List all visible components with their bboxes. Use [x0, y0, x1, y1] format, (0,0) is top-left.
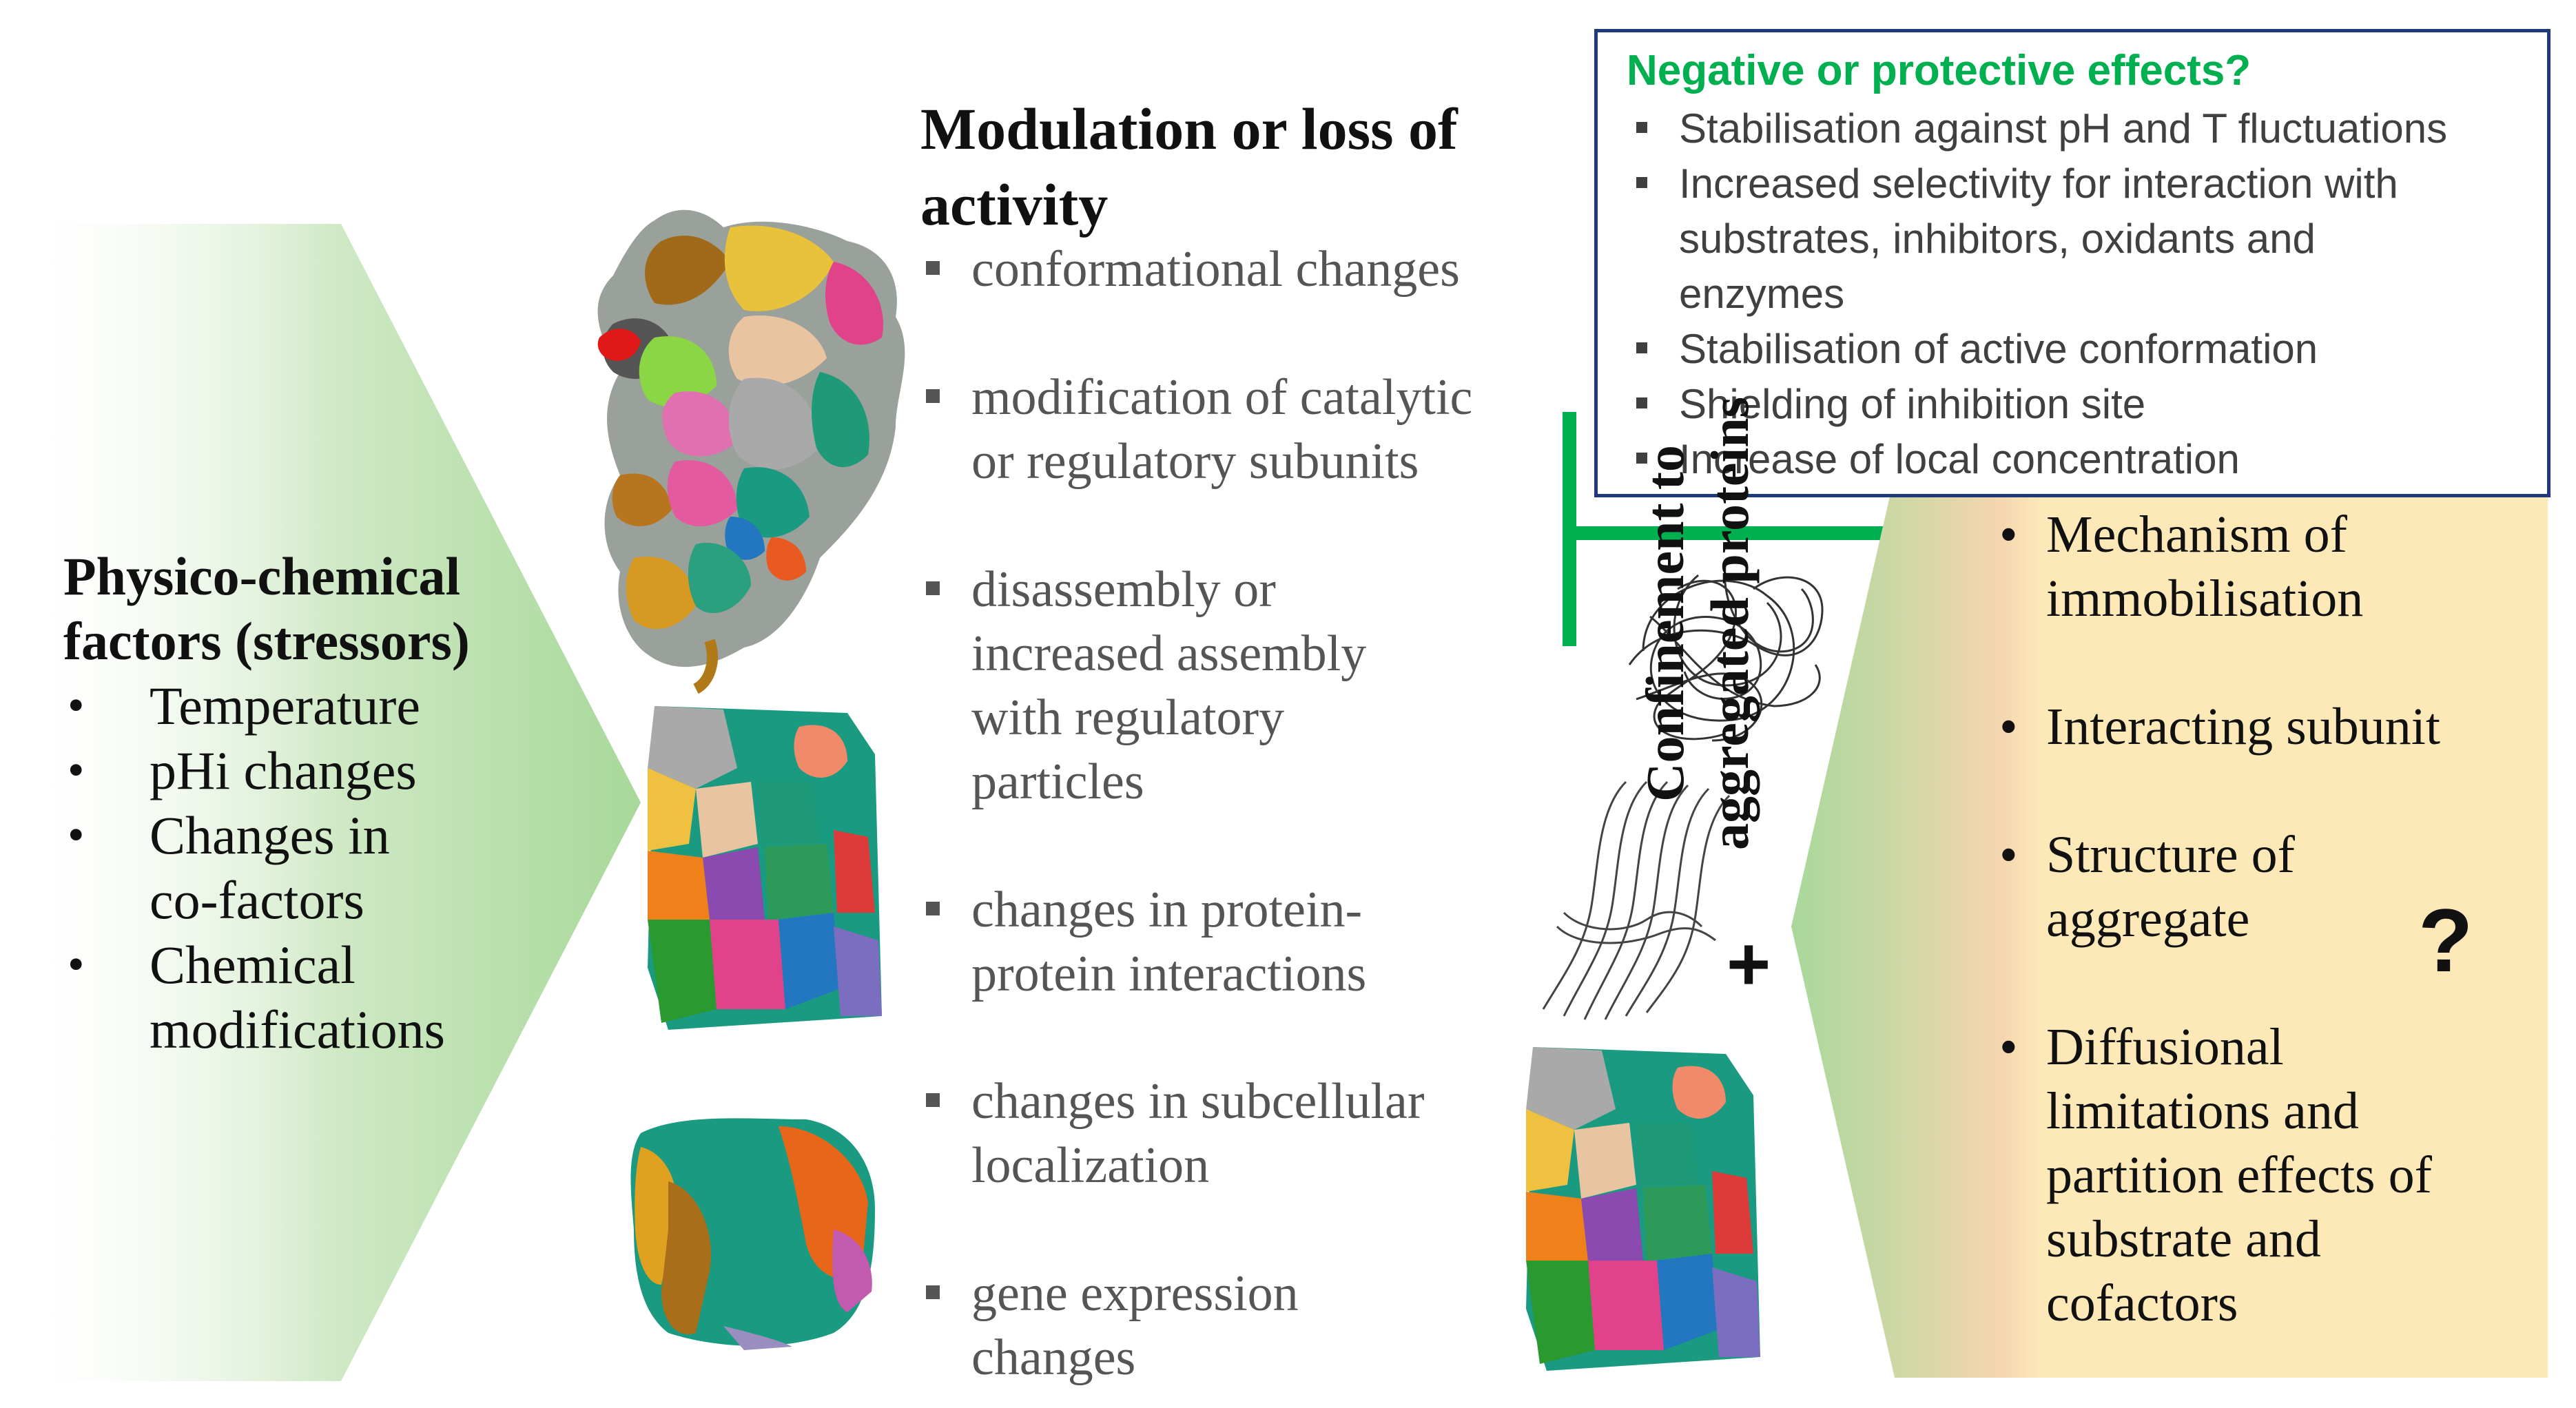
stressor-title: Physico-chemical factors (stressors) [63, 546, 470, 671]
confinement-item: • Interacting subunit [1999, 698, 2440, 756]
modulation-item: changes in subcellular localization [920, 1070, 1582, 1198]
effects-title: Negative or protective effects? [1627, 47, 2252, 94]
protein-complex-small-icon [630, 1118, 875, 1350]
confinement-label: Confinement to aggregated proteins [1635, 397, 1760, 850]
square-bullet-icon [926, 1093, 940, 1107]
stressor-item: • Chemical modifications [68, 935, 445, 1059]
effects-list: Stabilisation against pH and T fluctuati… [1627, 101, 2543, 487]
effects-box: Negative or protective effects? Stabilis… [1594, 29, 2551, 497]
stressor-item: • Changes in co-factors [68, 805, 390, 930]
confinement-item: • Structure of aggregate [1999, 826, 2295, 948]
square-bullet-icon [1636, 397, 1647, 408]
stressor-block: Physico-chemical factors (stressors) • Te… [63, 544, 532, 1062]
effects-item: Shielding of inhibition site [1627, 377, 2543, 432]
square-bullet-icon [1636, 177, 1647, 188]
square-bullet-icon [1636, 342, 1647, 353]
protein-complex-large-icon [597, 209, 905, 694]
confinement-item: • Mechanism of immobilisation [1999, 506, 2364, 628]
modulation-item: disassembly or increased assembly with reg… [920, 558, 1582, 814]
modulation-item: changes in protein-protein interactions [920, 878, 1582, 1006]
stressor-item: • Temperature [68, 676, 420, 736]
protein-complex-bottom-icon [1526, 1047, 1760, 1371]
square-bullet-icon [926, 1285, 940, 1299]
square-bullet-icon [926, 902, 940, 915]
fibril-aggregate-icon [1542, 780, 1731, 1020]
square-bullet-icon [1636, 453, 1647, 464]
modulation-item: conformational changes [920, 238, 1582, 302]
confinement-list: • Mechanism of immobilisation • Interacting… [1999, 503, 2523, 1336]
stressor-chevron-panel [34, 224, 641, 1381]
effects-item: Increased selectivity for interaction wi… [1627, 156, 2543, 322]
modulation-item: gene expression changes [920, 1262, 1582, 1390]
plus-sign: + [1727, 922, 1771, 1006]
effects-item: Increase of local concentration [1627, 432, 2543, 487]
square-bullet-icon [926, 389, 940, 403]
modulation-item: modification of catalytic or regulatory s… [920, 366, 1582, 494]
question-mark: ? [2418, 890, 2473, 991]
square-bullet-icon [926, 581, 940, 595]
square-bullet-icon [1636, 122, 1647, 133]
disordered-aggregate-icon [1628, 561, 1824, 742]
confinement-item: • Diffusional limitations and partition eff… [1999, 1018, 2432, 1332]
stressor-list: • Temperature • pHi changes • Changes in co-… [63, 674, 532, 1062]
modulation-title: Modulation or loss of activity [920, 96, 1458, 238]
effects-item: Stabilisation against pH and T fluctuati… [1627, 101, 2543, 156]
confinement-panel [1791, 475, 2548, 1378]
inhibition-bar-horizontal [1563, 526, 1893, 540]
protein-complex-medium-icon [648, 706, 882, 1030]
square-bullet-icon [926, 261, 940, 275]
stressor-item: • pHi changes [68, 741, 417, 800]
effects-item: Stabilisation of active conformation [1627, 322, 2543, 377]
